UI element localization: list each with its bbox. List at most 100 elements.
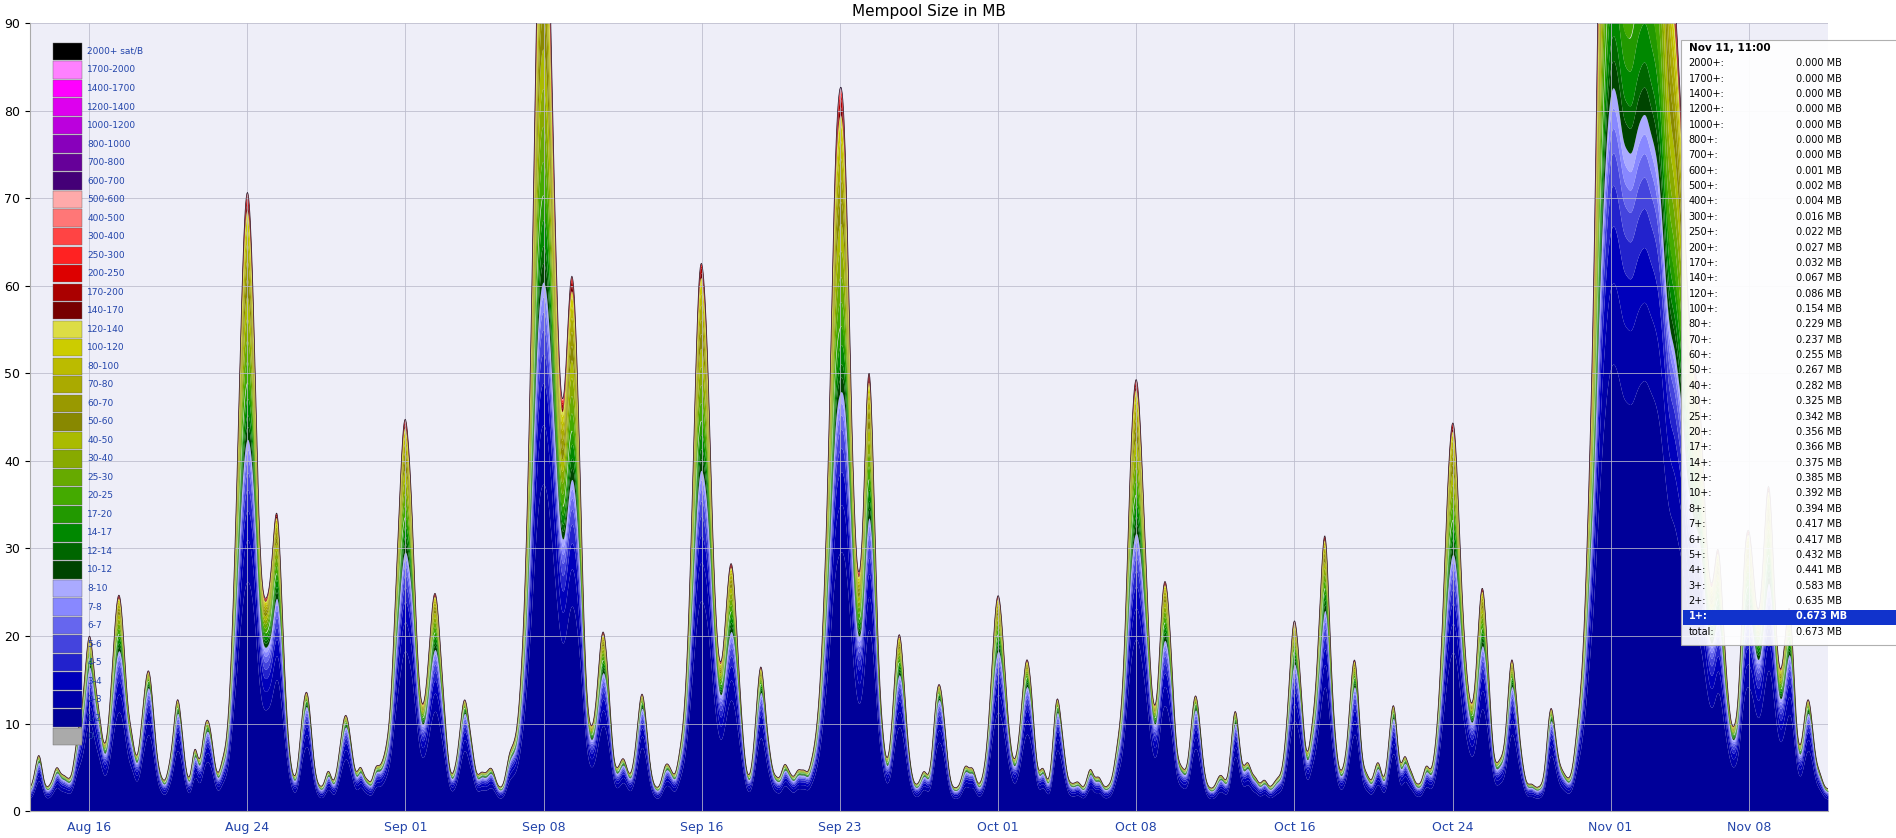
Text: 700+:: 700+: [1689,150,1718,160]
Text: 2000+:: 2000+: [1689,58,1725,68]
Text: 4+:: 4+: [1689,566,1706,575]
FancyBboxPatch shape [1684,610,1896,625]
FancyBboxPatch shape [53,283,82,301]
Text: 1700-2000: 1700-2000 [87,65,137,75]
Text: 60-70: 60-70 [87,399,114,408]
Text: 140+:: 140+: [1689,273,1718,283]
FancyBboxPatch shape [53,598,82,616]
Text: 8+:: 8+: [1689,504,1706,514]
Text: 8-10: 8-10 [87,584,108,593]
Text: 20+:: 20+: [1689,427,1712,437]
Text: 0.027 MB: 0.027 MB [1796,242,1843,252]
FancyBboxPatch shape [53,487,82,504]
Text: 0.229 MB: 0.229 MB [1796,319,1843,329]
Text: 25+:: 25+: [1689,411,1712,422]
FancyBboxPatch shape [53,376,82,394]
Text: 0.282 MB: 0.282 MB [1796,380,1843,391]
Text: 0.385 MB: 0.385 MB [1796,473,1843,483]
Text: 1200+:: 1200+: [1689,104,1725,114]
FancyBboxPatch shape [53,617,82,634]
FancyBboxPatch shape [1682,39,1896,645]
FancyBboxPatch shape [53,395,82,412]
Text: 0.325 MB: 0.325 MB [1796,396,1843,406]
Text: 0-1: 0-1 [87,732,102,741]
Text: 0.000 MB: 0.000 MB [1796,104,1843,114]
Text: 17-20: 17-20 [87,510,114,519]
Text: 200-250: 200-250 [87,269,125,278]
Text: 0.432 MB: 0.432 MB [1796,550,1843,560]
Text: 800-1000: 800-1000 [87,140,131,148]
FancyBboxPatch shape [53,61,82,79]
Text: 170-200: 170-200 [87,287,125,297]
Text: 500-600: 500-600 [87,195,125,204]
Text: 50-60: 50-60 [87,417,114,427]
Text: 100-120: 100-120 [87,344,125,352]
FancyBboxPatch shape [53,413,82,431]
FancyBboxPatch shape [53,116,82,134]
Text: 0.342 MB: 0.342 MB [1796,411,1843,422]
Text: 0.673 MB: 0.673 MB [1796,627,1843,637]
Text: 0.417 MB: 0.417 MB [1796,520,1843,529]
FancyBboxPatch shape [53,154,82,171]
Text: 300-400: 300-400 [87,232,125,241]
Text: 140-170: 140-170 [87,306,125,315]
Text: 0.255 MB: 0.255 MB [1796,350,1843,360]
FancyBboxPatch shape [53,80,82,97]
FancyBboxPatch shape [53,450,82,468]
FancyBboxPatch shape [53,728,82,745]
Text: 2+:: 2+: [1689,596,1706,606]
FancyBboxPatch shape [53,228,82,246]
Text: 1400+:: 1400+: [1689,89,1723,99]
Text: 600+:: 600+: [1689,166,1718,176]
Text: 70-80: 70-80 [87,380,114,390]
Text: 300+:: 300+: [1689,212,1718,222]
Text: 1700+:: 1700+: [1689,74,1725,84]
Text: 0.000 MB: 0.000 MB [1796,89,1843,99]
Text: 5-6: 5-6 [87,639,102,649]
FancyBboxPatch shape [53,358,82,375]
Text: 1000+:: 1000+: [1689,120,1723,130]
Text: 0.417 MB: 0.417 MB [1796,535,1843,545]
Text: 10-12: 10-12 [87,566,114,575]
Text: 700-800: 700-800 [87,158,125,167]
Text: 0.004 MB: 0.004 MB [1796,196,1843,206]
Text: 1000-1200: 1000-1200 [87,121,137,130]
Text: total:: total: [1689,627,1714,637]
FancyBboxPatch shape [53,525,82,541]
Text: 6+:: 6+: [1689,535,1706,545]
Text: 0.086 MB: 0.086 MB [1796,288,1843,298]
Text: 14+:: 14+: [1689,458,1712,468]
Text: 25-30: 25-30 [87,473,114,482]
FancyBboxPatch shape [53,543,82,560]
Text: 0.583 MB: 0.583 MB [1796,581,1843,591]
FancyBboxPatch shape [53,302,82,319]
Text: 0.001 MB: 0.001 MB [1796,166,1843,176]
Text: 50+:: 50+: [1689,365,1712,375]
Text: 120-140: 120-140 [87,325,125,334]
Text: 30+:: 30+: [1689,396,1712,406]
Text: 0.002 MB: 0.002 MB [1796,181,1843,191]
FancyBboxPatch shape [53,561,82,579]
FancyBboxPatch shape [53,246,82,264]
Text: 0.267 MB: 0.267 MB [1796,365,1843,375]
Text: 4-5: 4-5 [87,658,102,667]
FancyBboxPatch shape [53,210,82,227]
Text: 0.000 MB: 0.000 MB [1796,58,1843,68]
FancyBboxPatch shape [53,339,82,356]
Text: 0.000 MB: 0.000 MB [1796,135,1843,145]
Text: 0.441 MB: 0.441 MB [1796,566,1843,575]
Text: 170+:: 170+: [1689,258,1718,268]
FancyBboxPatch shape [53,672,82,690]
Text: 5+:: 5+: [1689,550,1706,560]
Text: 1-2: 1-2 [87,714,102,722]
Text: 0.237 MB: 0.237 MB [1796,334,1843,344]
Text: 0.154 MB: 0.154 MB [1796,304,1843,314]
Text: 0.067 MB: 0.067 MB [1796,273,1843,283]
Text: 0.022 MB: 0.022 MB [1796,227,1843,237]
FancyBboxPatch shape [53,98,82,116]
Text: 70+:: 70+: [1689,334,1712,344]
Text: 0.673 MB: 0.673 MB [1796,612,1847,621]
Text: 60+:: 60+: [1689,350,1712,360]
Text: 250+:: 250+: [1689,227,1718,237]
Text: 400+:: 400+: [1689,196,1718,206]
